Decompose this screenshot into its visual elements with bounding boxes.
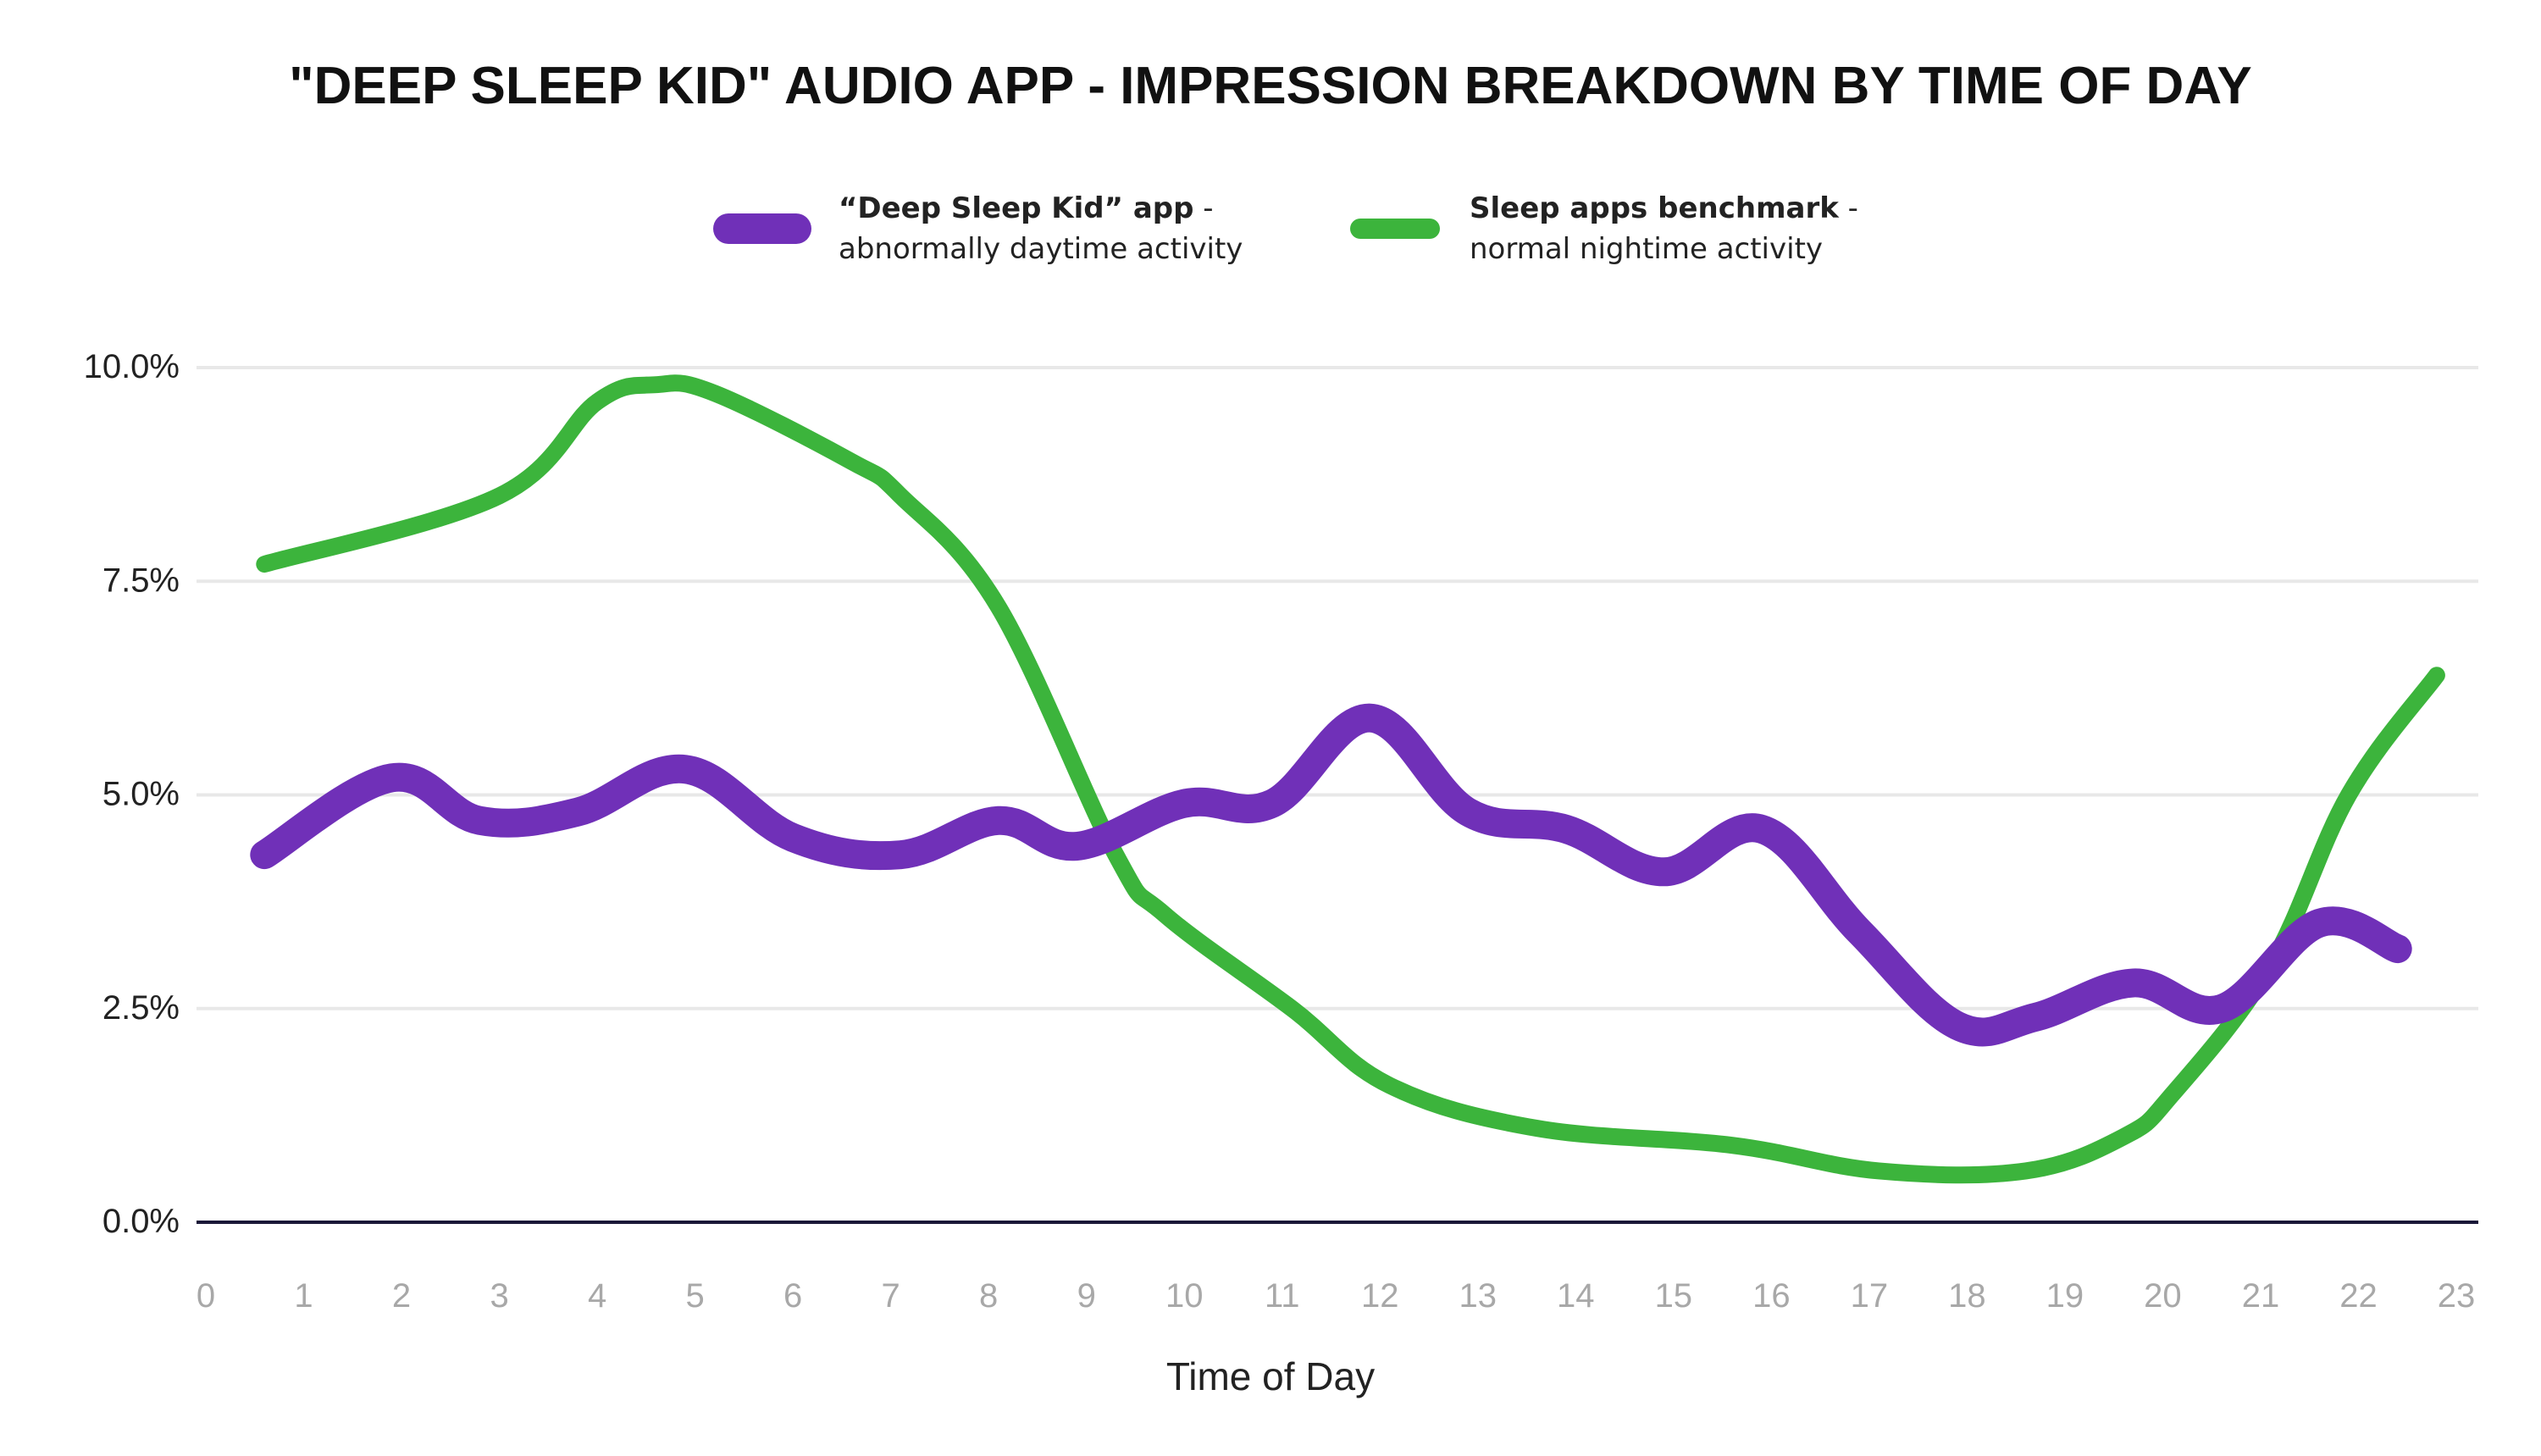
- y-tick-label: 10.0%: [84, 348, 180, 385]
- legend-label-suffix: -: [1193, 191, 1214, 225]
- x-tick-label: 8: [979, 1277, 998, 1315]
- gridlines: [197, 366, 2478, 1010]
- x-tick-label: 21: [2242, 1277, 2280, 1315]
- series-line-benchmark: [256, 374, 2445, 1184]
- x-tick-label: 12: [1361, 1277, 1399, 1315]
- x-tick-label: 15: [1655, 1277, 1693, 1315]
- x-tick-label: 2: [392, 1277, 411, 1315]
- x-tick-label: 11: [1265, 1277, 1300, 1315]
- x-tick-label: 10: [1165, 1277, 1204, 1315]
- x-tick-label: 5: [685, 1277, 704, 1315]
- y-tick-label: 2.5%: [102, 989, 180, 1027]
- x-tick-label: 19: [2046, 1277, 2084, 1315]
- x-tick-label: 13: [1459, 1277, 1497, 1315]
- legend-label-suffix: -: [1838, 191, 1858, 225]
- series-lines: [250, 374, 2445, 1184]
- x-axis-label: Time of Day: [1165, 1354, 1376, 1398]
- legend-label-benchmark: Sleep apps benchmark: [1470, 191, 1839, 225]
- x-tick-label: 22: [2339, 1277, 2378, 1315]
- y-axis-ticks: 0.0% 2.5% 5.0% 7.5% 10.0%: [84, 348, 180, 1240]
- chart-title: "DEEP SLEEP KID" AUDIO APP - IMPRESSION …: [289, 57, 2252, 115]
- x-axis-ticks: 0 1 2 3 4 5 6 7 8 9 10 11 12 13 14 15 16 17 18 19 20 21 22 23: [197, 1277, 2475, 1315]
- x-tick-label: 20: [2144, 1277, 2182, 1315]
- y-tick-label: 7.5%: [102, 562, 180, 599]
- legend-sublabel-deep-sleep-kid: abnormally daytime activity: [839, 232, 1243, 266]
- x-tick-label: 3: [490, 1277, 508, 1315]
- x-tick-label: 9: [1077, 1277, 1096, 1315]
- x-tick-label: 18: [1948, 1277, 1986, 1315]
- x-tick-label: 6: [783, 1277, 802, 1315]
- y-tick-label: 0.0%: [102, 1203, 180, 1240]
- y-tick-label: 5.0%: [102, 776, 180, 813]
- x-tick-label: 7: [882, 1277, 900, 1315]
- series-line-deep-sleep-kid: [250, 703, 2412, 1047]
- legend-swatch-green: [1350, 219, 1440, 239]
- x-tick-label: 1: [294, 1277, 313, 1315]
- x-tick-label: 16: [1752, 1277, 1791, 1315]
- x-tick-label: 4: [588, 1277, 606, 1315]
- legend-label-deep-sleep-kid: “Deep Sleep Kid” app: [839, 191, 1194, 225]
- x-tick-label: 23: [2438, 1277, 2476, 1315]
- legend-sublabel-benchmark: normal nightime activity: [1470, 232, 1824, 266]
- x-tick-label: 17: [1851, 1277, 1889, 1315]
- x-tick-label: 14: [1557, 1277, 1595, 1315]
- x-tick-label: 0: [197, 1277, 215, 1315]
- legend-swatch-purple: [713, 213, 811, 244]
